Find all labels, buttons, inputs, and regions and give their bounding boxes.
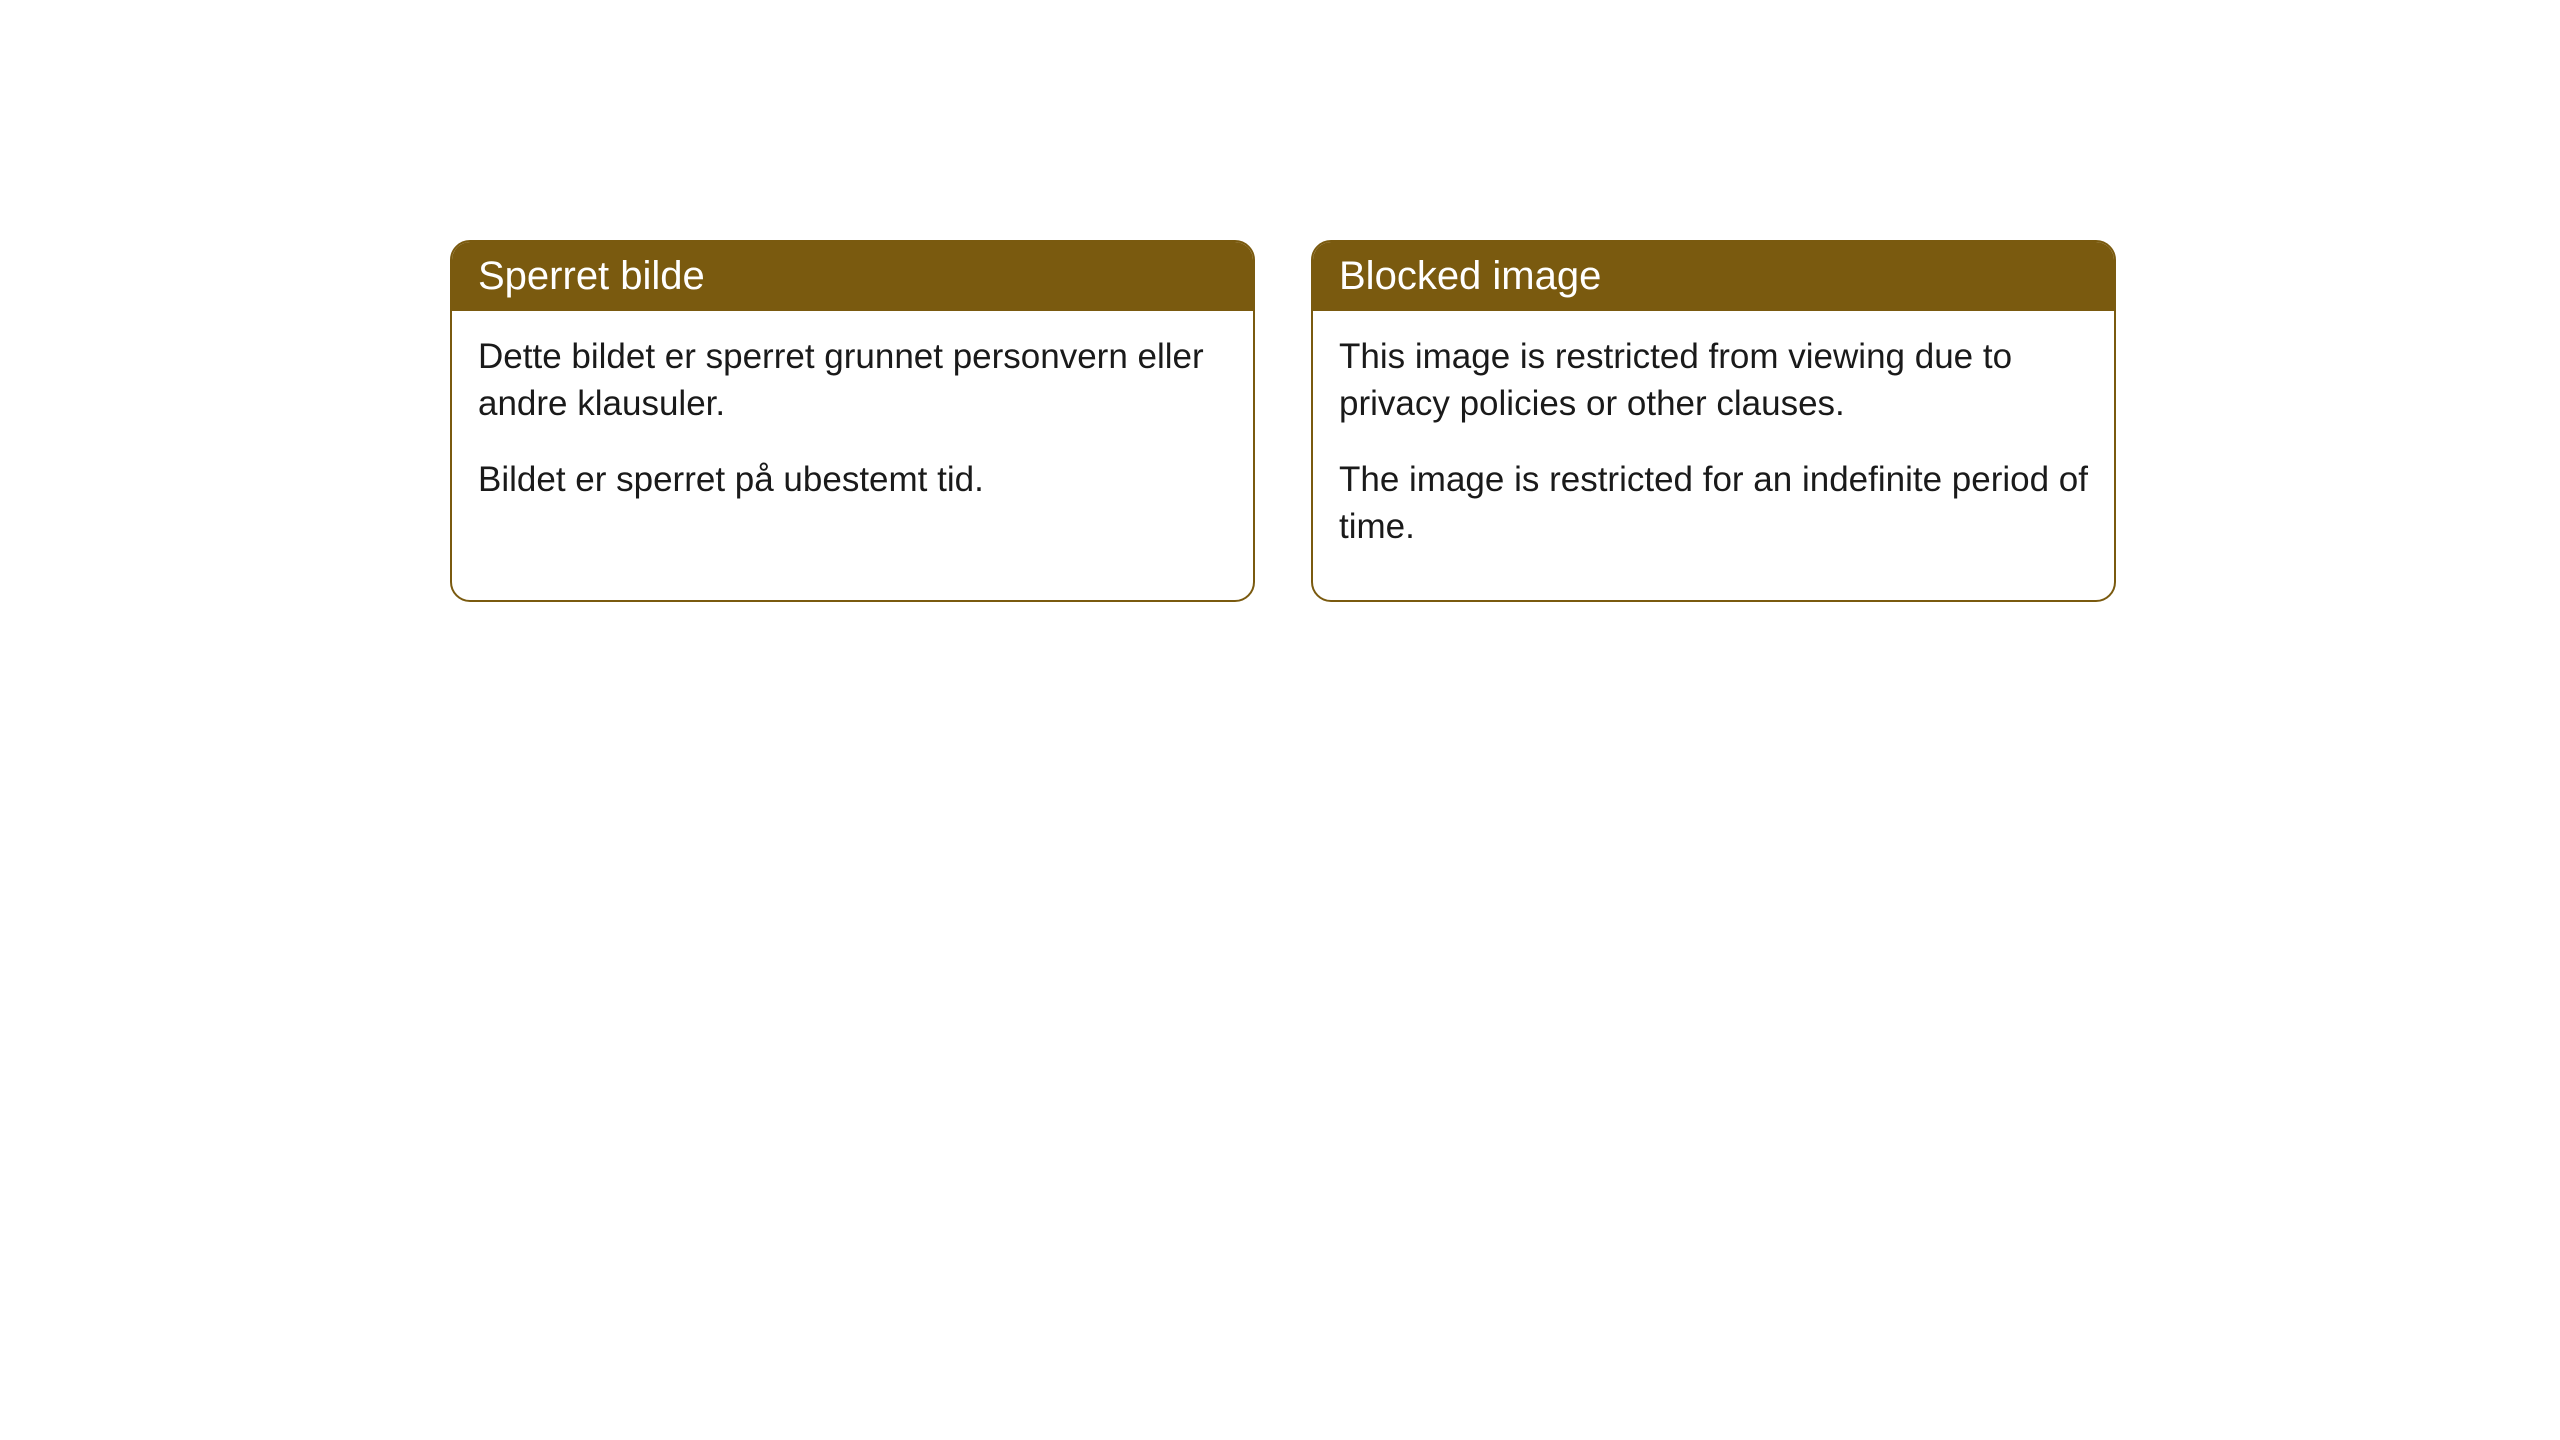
card-paragraph: The image is restricted for an indefinit… xyxy=(1339,456,2088,551)
notice-cards-container: Sperret bilde Dette bildet er sperret gr… xyxy=(450,240,2116,602)
card-header: Sperret bilde xyxy=(452,242,1253,311)
card-header: Blocked image xyxy=(1313,242,2114,311)
card-title: Blocked image xyxy=(1339,254,1601,298)
card-body: This image is restricted from viewing du… xyxy=(1313,311,2114,600)
card-title: Sperret bilde xyxy=(478,254,705,298)
card-paragraph: This image is restricted from viewing du… xyxy=(1339,333,2088,428)
card-body: Dette bildet er sperret grunnet personve… xyxy=(452,311,1253,553)
notice-card-english: Blocked image This image is restricted f… xyxy=(1311,240,2116,602)
notice-card-norwegian: Sperret bilde Dette bildet er sperret gr… xyxy=(450,240,1255,602)
card-paragraph: Bildet er sperret på ubestemt tid. xyxy=(478,456,1227,503)
card-paragraph: Dette bildet er sperret grunnet personve… xyxy=(478,333,1227,428)
